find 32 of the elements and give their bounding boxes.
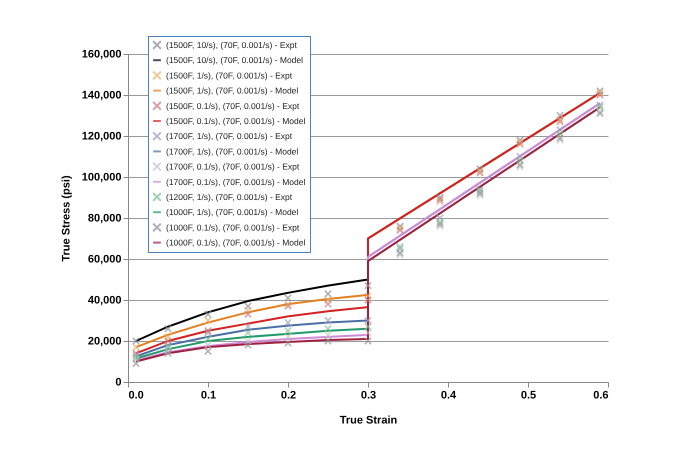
legend-label: (1700F, 0.1/s), (70F, 0.001/s) - Expt — [166, 162, 300, 172]
x-tick-label: 0.3 — [360, 390, 376, 402]
legend-label: (1000F, 1/s), (70F, 0.001/s) - Model — [166, 207, 298, 218]
y-axis-title: True Stress (psi) — [60, 175, 73, 262]
y-tick-label: 80,000 — [88, 212, 122, 224]
legend-label: (1500F, 10/s), (70F, 0.001/s) - Expt — [166, 40, 298, 50]
x-tick-label: 0.2 — [280, 390, 296, 402]
x-tick-label: 0.5 — [520, 390, 536, 402]
legend-label: (1500F, 1/s), (70F, 0.001/s) - Expt — [166, 70, 293, 80]
y-tick-label: 160,000 — [82, 48, 122, 60]
legend-label: (1500F, 10/s), (70F, 0.001/s) - Model — [166, 55, 304, 66]
legend-label: (1700F, 0.1/s), (70F, 0.001/s) - Model — [166, 176, 306, 187]
y-tick-label: 40,000 — [88, 294, 122, 306]
legend-label: (1700F, 1/s), (70F, 0.001/s) - Expt — [166, 131, 293, 142]
y-tick-label: 140,000 — [82, 90, 122, 102]
y-tick-label: 0 — [115, 376, 122, 388]
y-tick-label: 20,000 — [88, 336, 122, 348]
y-tick-label: 60,000 — [88, 254, 122, 266]
x-tick-label: 0.0 — [128, 390, 144, 402]
x-tick-label: 0.6 — [593, 390, 608, 402]
legend-label: (1500F, 1/s), (70F, 0.001/s) - Model — [166, 86, 298, 96]
y-tick-label: 100,000 — [82, 172, 122, 184]
x-tick-label: 0.4 — [440, 390, 458, 402]
legend-label: (1500F, 0.1/s), (70F, 0.001/s) - Expt — [166, 100, 300, 111]
legend-label: (1500F, 0.1/s), (70F, 0.001/s) - Model — [166, 116, 306, 126]
legend-label: (1000F, 0.1/s), (70F, 0.001/s) - Expt — [166, 222, 300, 232]
legend-label: (1700F, 1/s), (70F, 0.001/s) - Model — [166, 146, 298, 156]
x-axis-title: True Strain — [340, 414, 398, 426]
legend-label: (1200F, 1/s), (70F, 0.001/s) - Expt — [166, 192, 293, 202]
y-tick-label: 120,000 — [82, 130, 122, 142]
legend-label: (1000F, 0.1/s), (70F, 0.001/s) - Model — [166, 238, 306, 248]
x-tick-label: 0.1 — [200, 390, 216, 402]
